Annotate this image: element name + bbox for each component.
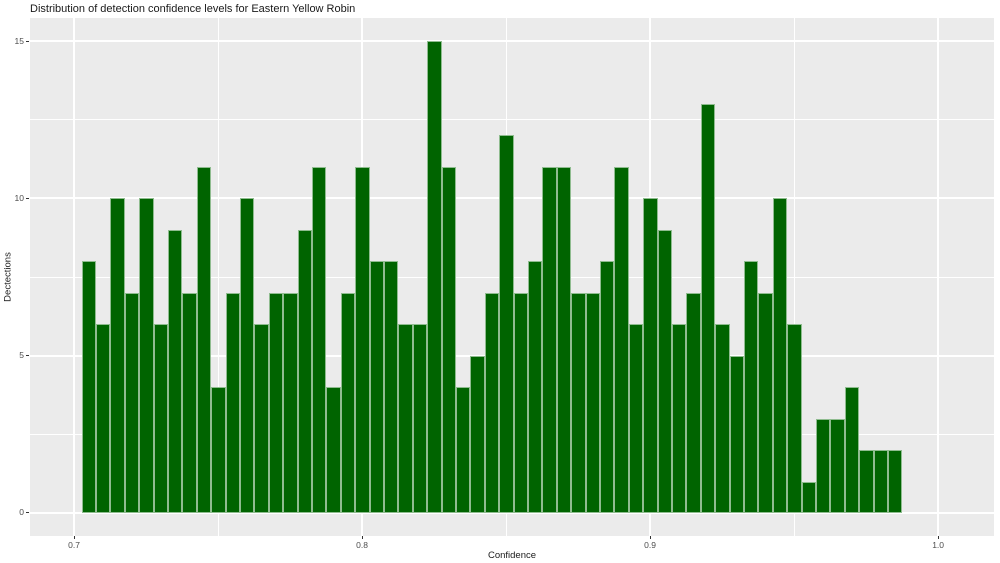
y-tick-label: 0	[19, 507, 24, 518]
histogram-bar	[542, 166, 557, 513]
histogram-bar	[441, 166, 456, 513]
y-tick-label: 15	[14, 35, 24, 46]
y-tick-mark	[26, 197, 29, 199]
histogram-bar	[801, 481, 816, 513]
histogram-bar	[239, 198, 255, 513]
y-major-gridline	[30, 40, 994, 42]
x-major-gridline	[73, 18, 76, 536]
histogram-bar	[153, 324, 168, 513]
histogram-bar	[700, 103, 716, 513]
histogram-bar	[196, 166, 212, 513]
y-tick-mark	[26, 355, 29, 357]
x-tick-mark	[73, 536, 75, 539]
histogram-bar	[383, 261, 399, 513]
histogram-bar	[182, 292, 197, 513]
histogram-bar	[873, 450, 888, 513]
histogram-bar	[816, 418, 831, 513]
histogram-bar	[527, 261, 543, 513]
histogram-bar	[556, 166, 572, 513]
x-axis-title: Confidence	[487, 550, 537, 561]
histogram-bar	[110, 198, 125, 513]
histogram-bar	[499, 135, 514, 513]
histogram-bar	[297, 229, 312, 513]
x-tick-mark	[649, 536, 651, 539]
histogram-bar	[743, 261, 759, 513]
histogram-bar	[268, 292, 284, 513]
histogram-bar	[369, 261, 384, 513]
histogram-bar	[671, 324, 687, 513]
histogram-bar	[643, 198, 658, 513]
histogram-bar	[888, 450, 903, 513]
x-tick-label: 0.9	[644, 540, 656, 550]
y-tick-label: 5	[19, 350, 24, 361]
histogram-bar	[124, 292, 140, 513]
plot-panel	[30, 18, 994, 536]
histogram-bar	[398, 324, 413, 513]
histogram-bar	[729, 355, 744, 513]
histogram-bar	[95, 324, 111, 513]
histogram-bar	[787, 324, 802, 513]
chart-title: Distribution of detection confidence lev…	[30, 3, 356, 15]
histogram-bar	[225, 292, 240, 513]
histogram-bar	[427, 41, 442, 513]
histogram-bar	[254, 324, 269, 513]
histogram-bar	[167, 229, 183, 513]
histogram-bar	[614, 166, 629, 513]
y-tick-label: 10	[14, 192, 24, 203]
histogram-bar	[311, 166, 327, 513]
histogram-bar	[455, 387, 471, 513]
y-axis-title: Dectections	[2, 252, 14, 302]
histogram-bar	[470, 355, 485, 513]
histogram-bar	[585, 292, 600, 513]
x-major-gridline	[937, 18, 940, 536]
histogram-bar	[758, 292, 773, 513]
x-tick-mark	[361, 536, 363, 539]
histogram-bar	[355, 166, 370, 513]
histogram-bar	[571, 292, 586, 513]
histogram-bar	[340, 292, 356, 513]
histogram-bar	[715, 324, 730, 513]
histogram-bar	[844, 387, 860, 513]
histogram-bar	[412, 324, 428, 513]
histogram-bar	[283, 292, 298, 513]
histogram-bar	[81, 261, 96, 513]
histogram-bar	[139, 198, 154, 513]
histogram-bar	[326, 387, 341, 513]
histogram-bar	[211, 387, 226, 513]
histogram-bar	[830, 418, 845, 513]
histogram-bar	[513, 292, 528, 513]
x-tick-mark	[937, 536, 939, 539]
histogram-bar	[772, 198, 788, 513]
y-major-gridline	[30, 511, 994, 514]
histogram-bar	[859, 450, 874, 513]
y-tick-mark	[26, 40, 29, 42]
y-minor-gridline	[30, 119, 994, 121]
histogram-bar	[657, 229, 672, 513]
histogram-bar	[484, 292, 500, 513]
histogram-bar	[686, 292, 701, 513]
histogram-bar	[628, 324, 644, 513]
x-tick-label: 1.0	[932, 540, 945, 550]
x-tick-label: 0.8	[356, 540, 368, 550]
histogram-bar	[599, 261, 615, 513]
x-tick-label: 0.7	[68, 540, 80, 550]
y-tick-mark	[26, 512, 29, 514]
